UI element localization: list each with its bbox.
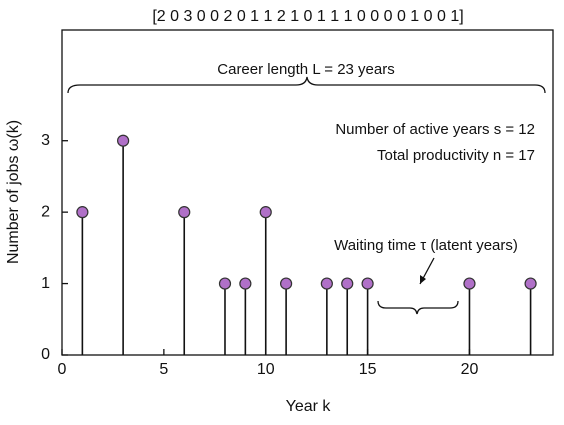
x-axis-label: Year k bbox=[286, 398, 332, 415]
y-axis-label: Number of jobs ω(k) bbox=[5, 120, 22, 264]
y-tick-label: 0 bbox=[41, 346, 50, 363]
stem-marker bbox=[218, 277, 232, 290]
annotation: Waiting time τ (latent years) bbox=[334, 237, 518, 254]
career-brace bbox=[67, 76, 546, 94]
x-tick-label: 15 bbox=[359, 361, 377, 378]
x-tick-label: 5 bbox=[159, 361, 168, 378]
x-tick-label: 20 bbox=[461, 361, 479, 378]
stem-marker bbox=[259, 206, 272, 219]
stem-marker bbox=[239, 277, 252, 290]
annotation: Number of active years s = 12 bbox=[335, 121, 535, 138]
stem-marker bbox=[463, 277, 476, 290]
stem-marker bbox=[361, 277, 374, 290]
sequence-label: [2 0 3 0 0 2 0 1 1 2 1 0 1 1 1 0 0 0 0 1… bbox=[152, 8, 463, 25]
stem-marker bbox=[76, 206, 89, 219]
stem-marker bbox=[320, 277, 333, 290]
waiting-brace bbox=[377, 300, 459, 315]
plot-frame bbox=[61, 29, 554, 356]
stem-marker bbox=[117, 134, 130, 147]
y-tick-label: 3 bbox=[41, 132, 50, 149]
stem-marker bbox=[524, 277, 537, 290]
stem-marker bbox=[341, 277, 354, 290]
y-tick-label: 1 bbox=[41, 275, 50, 292]
stem-marker bbox=[178, 206, 191, 219]
y-tick-label: 2 bbox=[41, 203, 50, 220]
x-tick-label: 0 bbox=[58, 361, 67, 378]
annotation: Total productivity n = 17 bbox=[377, 147, 535, 164]
x-tick-label: 10 bbox=[257, 361, 275, 378]
arrow-head bbox=[420, 275, 426, 284]
stem-marker bbox=[280, 277, 293, 290]
annotation: Career length L = 23 years bbox=[217, 61, 394, 78]
